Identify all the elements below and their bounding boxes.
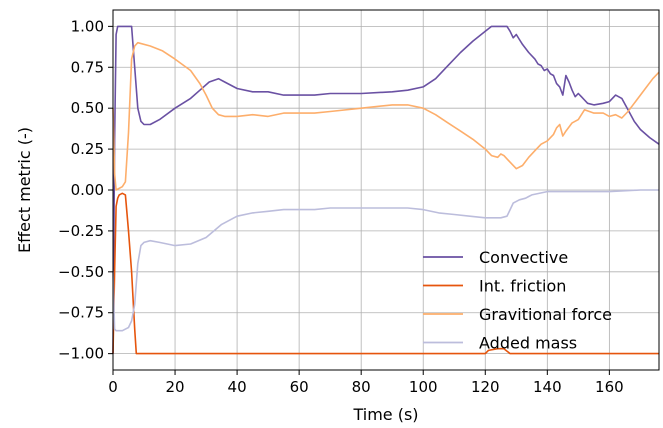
x-axis-label: Time (s): [352, 405, 418, 424]
y-tick-label: −0.75: [58, 304, 104, 322]
x-tick-label: 40: [228, 378, 247, 396]
series-line-4: [112, 189, 659, 332]
x-tick-label: 160: [595, 378, 624, 396]
y-tick-label: −1.00: [58, 345, 104, 363]
x-tick-label: 120: [471, 378, 500, 396]
series-line-2: [112, 192, 659, 355]
legend-label: Gravitional force: [479, 305, 612, 324]
legend: Convective Int. friction Gravitional force…: [423, 248, 612, 353]
y-tick-label: 0.75: [71, 58, 104, 76]
ticks: 0 20 40 60 80 100 120 140 160 −1.00 −0.75 −0.50 −0.2…: [58, 17, 624, 396]
y-axis-label: Effect metric (-): [15, 127, 34, 253]
x-tick-label: 0: [108, 378, 118, 396]
x-tick-label: 60: [290, 378, 309, 396]
legend-label: Added mass: [479, 334, 577, 353]
series-line-3: [112, 41, 660, 191]
x-tick-label: 140: [533, 378, 562, 396]
y-tick-label: 0.25: [71, 140, 104, 158]
legend-label: Convective: [479, 248, 568, 267]
y-tick-label: 1.00: [71, 17, 104, 35]
y-tick-label: −0.50: [58, 263, 104, 281]
legend-label: Int. friction: [479, 277, 566, 296]
x-tick-label: 80: [352, 378, 371, 396]
series-line-1: [112, 25, 660, 354]
x-tick-label: 100: [409, 378, 438, 396]
y-tick-label: −0.25: [58, 222, 104, 240]
series-layer: [112, 25, 660, 355]
y-tick-label: 0.50: [71, 99, 104, 117]
y-tick-label: 0.00: [71, 181, 104, 199]
x-tick-label: 20: [165, 378, 184, 396]
